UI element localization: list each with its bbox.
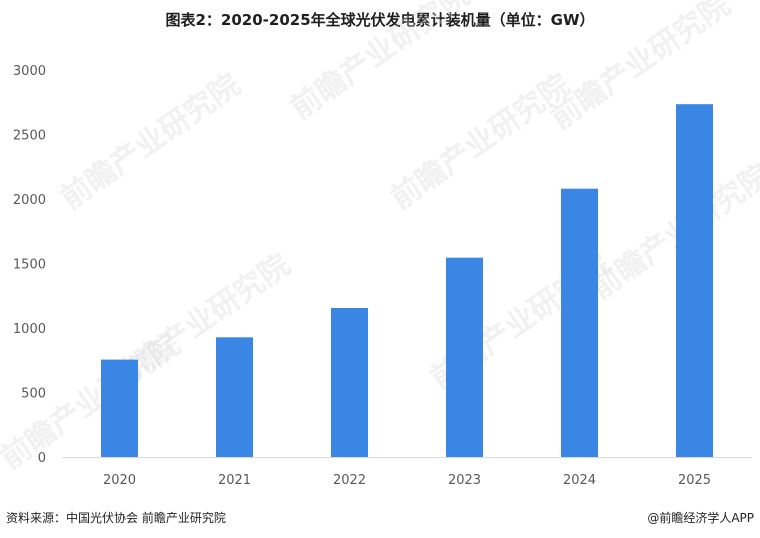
bar-2025 — [676, 104, 713, 457]
chart-title: 图表2：2020-2025年全球光伏发电累计装机量（单位：GW） — [165, 11, 595, 29]
brand-credit: @前瞻经济学人APP — [647, 511, 754, 525]
x-tick-label: 2021 — [218, 473, 251, 488]
watermark-text: 前瞻产业研究院 — [585, 157, 760, 306]
y-tick-label: 0 — [38, 451, 46, 466]
bars — [101, 104, 713, 457]
y-axis: 0 500 1000 1500 2000 2500 3000 — [13, 64, 46, 466]
watermark-text: 前瞻产业研究院 — [285, 0, 477, 127]
y-tick-label: 1000 — [13, 322, 46, 337]
x-tick-label: 2024 — [563, 473, 596, 488]
y-tick-label: 500 — [21, 387, 46, 402]
x-tick-label: 2020 — [103, 473, 136, 488]
bar-2023 — [446, 257, 483, 457]
bar-2024 — [561, 188, 598, 457]
bar-2020 — [101, 359, 138, 457]
source-note: 资料来源：中国光伏协会 前瞻产业研究院 — [6, 511, 226, 525]
x-tick-label: 2025 — [678, 473, 711, 488]
y-tick-label: 3000 — [13, 64, 46, 79]
watermark-text: 前瞻产业研究院 — [385, 67, 577, 216]
y-tick-label: 2000 — [13, 193, 46, 208]
y-tick-label: 1500 — [13, 258, 46, 273]
x-tick-label: 2023 — [448, 473, 481, 488]
watermark-text: 前瞻产业研究院 — [0, 327, 187, 476]
bar-2021 — [216, 337, 253, 457]
x-tick-label: 2022 — [333, 473, 366, 488]
y-tick-label: 2500 — [13, 129, 46, 144]
x-axis: 2020 2021 2022 2023 2024 2025 — [103, 473, 711, 488]
watermark-text: 前瞻产业研究院 — [55, 67, 247, 216]
bar-2022 — [331, 308, 368, 457]
